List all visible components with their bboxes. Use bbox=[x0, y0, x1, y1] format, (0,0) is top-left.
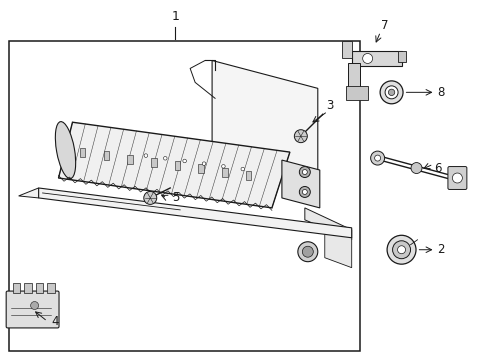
Circle shape bbox=[386, 235, 415, 264]
Circle shape bbox=[163, 157, 167, 160]
Circle shape bbox=[387, 89, 394, 95]
Circle shape bbox=[302, 246, 313, 257]
Circle shape bbox=[202, 162, 205, 166]
Circle shape bbox=[379, 81, 402, 104]
Circle shape bbox=[374, 155, 380, 161]
Circle shape bbox=[143, 192, 157, 204]
Bar bbox=[351, 50, 401, 67]
Circle shape bbox=[397, 246, 405, 254]
Bar bbox=[13, 283, 20, 293]
Circle shape bbox=[392, 241, 410, 259]
Bar bbox=[151, 158, 156, 167]
FancyBboxPatch shape bbox=[6, 291, 59, 328]
Bar bbox=[36, 283, 43, 293]
Polygon shape bbox=[39, 188, 351, 238]
FancyBboxPatch shape bbox=[447, 167, 466, 189]
Circle shape bbox=[297, 242, 317, 262]
Bar bbox=[347, 63, 359, 88]
Bar bbox=[222, 168, 227, 177]
Circle shape bbox=[385, 86, 397, 99]
Polygon shape bbox=[212, 60, 317, 178]
Ellipse shape bbox=[55, 122, 76, 179]
Circle shape bbox=[144, 154, 147, 157]
Polygon shape bbox=[304, 208, 351, 240]
Circle shape bbox=[241, 167, 244, 171]
Circle shape bbox=[302, 170, 306, 175]
Text: 1: 1 bbox=[171, 10, 179, 23]
Text: 7: 7 bbox=[380, 19, 387, 32]
Text: 4: 4 bbox=[52, 315, 59, 328]
Circle shape bbox=[451, 173, 462, 183]
Polygon shape bbox=[324, 228, 351, 268]
Bar bbox=[345, 86, 367, 100]
Circle shape bbox=[370, 151, 384, 165]
Circle shape bbox=[299, 167, 310, 177]
Bar bbox=[103, 151, 109, 160]
Text: 3: 3 bbox=[325, 99, 333, 112]
Circle shape bbox=[31, 302, 39, 310]
Circle shape bbox=[362, 54, 372, 63]
Bar bbox=[341, 41, 351, 58]
Bar bbox=[47, 283, 55, 293]
Text: 8: 8 bbox=[437, 86, 444, 99]
Circle shape bbox=[183, 159, 186, 163]
Bar bbox=[198, 165, 203, 174]
Bar bbox=[174, 161, 180, 170]
Polygon shape bbox=[19, 188, 39, 198]
Bar bbox=[9, 41, 359, 351]
Bar bbox=[397, 50, 405, 62]
Circle shape bbox=[299, 186, 310, 197]
Bar bbox=[80, 148, 85, 157]
Circle shape bbox=[410, 163, 421, 174]
Text: 5: 5 bbox=[172, 192, 179, 204]
Polygon shape bbox=[59, 122, 289, 208]
Circle shape bbox=[294, 130, 306, 143]
Text: 6: 6 bbox=[433, 162, 440, 175]
Circle shape bbox=[221, 165, 225, 168]
Bar bbox=[245, 171, 251, 180]
Bar bbox=[24, 283, 32, 293]
Polygon shape bbox=[281, 160, 319, 208]
Bar bbox=[127, 154, 133, 163]
Text: 2: 2 bbox=[437, 243, 444, 256]
Circle shape bbox=[302, 189, 306, 194]
